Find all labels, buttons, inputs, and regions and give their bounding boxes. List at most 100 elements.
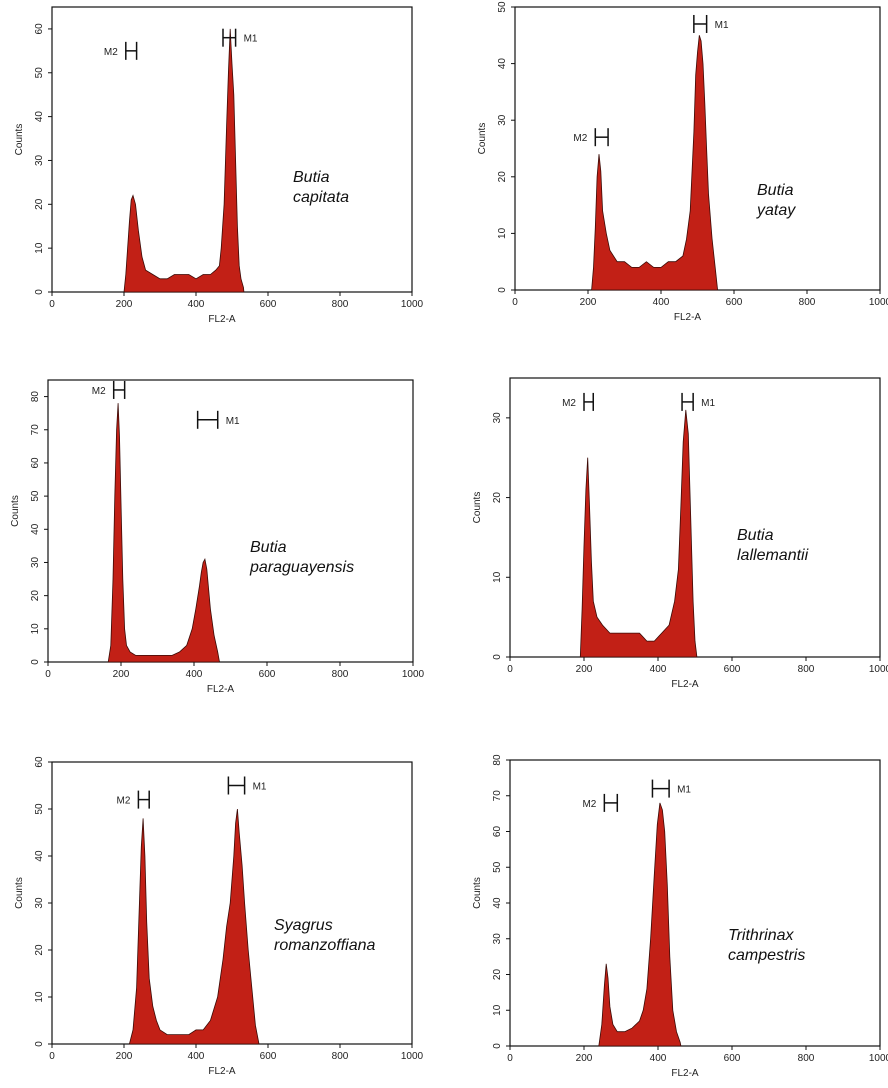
x-tick-label: 200 <box>113 669 130 680</box>
x-axis-label: FL2-A <box>207 684 235 695</box>
y-tick-label: 0 <box>34 289 45 295</box>
x-tick-label: 0 <box>45 669 51 680</box>
marker-label: M2 <box>104 47 118 58</box>
y-tick-label: 20 <box>492 492 503 504</box>
x-axis-label: FL2-A <box>208 1066 236 1077</box>
x-tick-label: 1000 <box>869 297 888 308</box>
marker-label: M2 <box>582 799 596 810</box>
y-tick-label: 30 <box>30 556 41 568</box>
y-tick-label: 10 <box>492 571 503 583</box>
x-tick-label: 0 <box>507 664 513 675</box>
species-name-line: paraguayensis <box>249 559 354 576</box>
marker-gate-m1: M1 <box>681 392 715 411</box>
y-tick-label: 70 <box>30 424 41 436</box>
x-axis-label: FL2-A <box>671 1068 699 1079</box>
y-axis-label: Counts <box>472 492 483 524</box>
species-name-line: Butia <box>293 169 330 186</box>
marker-gate-m2: M2 <box>582 793 619 812</box>
x-tick-label: 0 <box>507 1053 513 1064</box>
histogram-panel-5: 0 200 400 600 800 1000 0 10 20 30 40 50 60 FL2-A Count… <box>14 756 424 1077</box>
species-name-line: Butia <box>250 539 287 556</box>
y-tick-label: 30 <box>34 897 45 909</box>
x-tick-label: 400 <box>188 299 205 310</box>
species-name-line: campestris <box>728 947 805 964</box>
x-tick-label: 1000 <box>401 1051 424 1062</box>
marker-label: M1 <box>715 20 729 31</box>
y-tick-label: 20 <box>34 198 45 210</box>
marker-gate-m2: M2 <box>562 392 594 411</box>
x-tick-label: 800 <box>798 664 815 675</box>
y-tick-label: 30 <box>497 114 508 126</box>
marker-label: M2 <box>573 133 587 144</box>
histogram-panel-6: 0 200 400 600 800 1000 0 10 20 30 40 50 60 70 80 FL2-A C… <box>472 754 888 1079</box>
histogram-area <box>123 28 245 293</box>
species-name-line: Syagrus <box>274 917 333 934</box>
x-tick-label: 1000 <box>402 669 425 680</box>
x-tick-label: 600 <box>260 1051 277 1062</box>
y-tick-label: 10 <box>492 1004 503 1016</box>
y-tick-label: 50 <box>34 67 45 79</box>
y-tick-label: 10 <box>497 227 508 239</box>
x-tick-label: 400 <box>650 664 667 675</box>
y-tick-label: 40 <box>34 111 45 123</box>
x-tick-label: 1000 <box>869 1053 888 1064</box>
y-tick-label: 40 <box>34 850 45 862</box>
y-tick-label: 30 <box>492 933 503 945</box>
species-name-line: capitata <box>293 189 349 206</box>
histogram-panel-2: 0 200 400 600 800 1000 0 10 20 30 40 50 FL2-A Counts M… <box>477 1 888 323</box>
marker-label: M2 <box>562 398 576 409</box>
histogram-area <box>598 802 682 1047</box>
histogram-area <box>107 403 220 663</box>
y-tick-label: 0 <box>492 654 503 660</box>
marker-label: M2 <box>116 796 130 807</box>
y-tick-label: 20 <box>497 171 508 183</box>
x-tick-label: 400 <box>650 1053 667 1064</box>
histogram-panel-4: 0 200 400 600 800 1000 0 10 20 30 FL2-A Counts M2 M1 B… <box>472 377 888 690</box>
y-tick-label: 20 <box>34 944 45 956</box>
x-tick-label: 400 <box>188 1051 205 1062</box>
marker-label: M1 <box>253 782 267 793</box>
species-name-line: Butia <box>737 527 774 544</box>
x-axis-label: FL2-A <box>208 314 236 325</box>
y-axis-label: Counts <box>10 495 21 527</box>
y-tick-label: 60 <box>34 756 45 768</box>
marker-gate-m2: M2 <box>116 790 150 809</box>
x-tick-label: 200 <box>576 1053 593 1064</box>
plot-frame <box>509 377 881 658</box>
x-tick-label: 200 <box>576 664 593 675</box>
y-tick-label: 40 <box>492 897 503 909</box>
y-axis-label: Counts <box>477 123 488 155</box>
x-tick-label: 0 <box>512 297 518 308</box>
marker-gate-m1: M1 <box>693 14 729 33</box>
x-tick-label: 0 <box>49 299 55 310</box>
x-tick-label: 600 <box>724 664 741 675</box>
x-tick-label: 800 <box>332 669 349 680</box>
y-tick-label: 80 <box>30 391 41 403</box>
y-axis-label: Counts <box>14 877 25 909</box>
x-tick-label: 800 <box>799 297 816 308</box>
species-name-line: Trithrinax <box>728 927 794 944</box>
marker-gate-m1: M1 <box>222 28 258 47</box>
x-tick-label: 800 <box>332 299 349 310</box>
plot-frame <box>47 379 414 663</box>
x-tick-label: 600 <box>726 297 743 308</box>
y-tick-label: 0 <box>30 659 41 665</box>
marker-gate-m2: M2 <box>573 128 609 147</box>
y-axis-label: Counts <box>14 124 25 156</box>
histogram-area <box>591 35 719 291</box>
marker-gate-m1: M1 <box>227 776 267 795</box>
x-tick-label: 200 <box>116 1051 133 1062</box>
y-tick-label: 0 <box>492 1043 503 1049</box>
y-tick-label: 30 <box>34 154 45 166</box>
y-tick-label: 30 <box>492 412 503 424</box>
species-name-line: yatay <box>756 202 796 219</box>
y-tick-label: 60 <box>30 457 41 469</box>
y-tick-label: 10 <box>34 991 45 1003</box>
x-tick-label: 600 <box>260 299 277 310</box>
x-tick-label: 600 <box>259 669 276 680</box>
histogram-area <box>579 409 698 658</box>
x-tick-label: 400 <box>186 669 203 680</box>
y-tick-label: 40 <box>30 523 41 535</box>
marker-gate-m1: M1 <box>196 410 240 429</box>
y-tick-label: 60 <box>34 23 45 35</box>
